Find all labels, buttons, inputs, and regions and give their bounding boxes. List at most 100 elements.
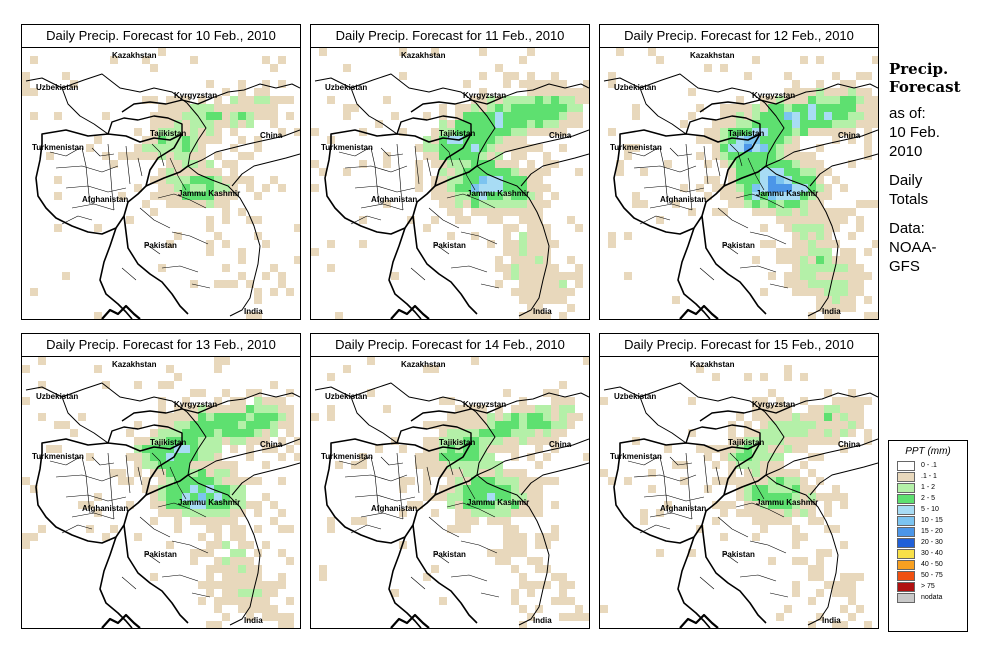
- precip-cell: [190, 493, 198, 501]
- precip-cell: [214, 232, 222, 240]
- boundaries: [25, 73, 300, 319]
- precip-cell: [238, 605, 246, 613]
- precip-cell: [527, 613, 535, 621]
- precip-cell: [471, 413, 479, 421]
- precip-cell: [728, 176, 736, 184]
- precip-cell: [519, 429, 527, 437]
- precip-cell: [816, 200, 824, 208]
- data-line1: Data:: [889, 220, 925, 237]
- precip-cell: [535, 80, 543, 88]
- precip-cell: [222, 581, 230, 589]
- legend-swatch: [897, 460, 915, 471]
- label-jammu-kashmir: Jammu Kashmir: [178, 498, 241, 507]
- precip-cell: [784, 120, 792, 128]
- precip-cell: [816, 421, 824, 429]
- precip-cell: [792, 485, 800, 493]
- precip-cell: [816, 304, 824, 312]
- precip-cell: [559, 144, 567, 152]
- precip-cell: [696, 152, 704, 160]
- label-jammu-kashmir: Jammu Kashmir: [756, 498, 819, 507]
- precip-cell: [792, 224, 800, 232]
- precip-cell: [527, 557, 535, 565]
- precip-cell: [254, 88, 262, 96]
- label-pakistan: Pakistan: [144, 241, 177, 250]
- precip-cell: [222, 557, 230, 565]
- precip-cell: [800, 88, 808, 96]
- precip-map: Kazakhstan Uzbekistan Kyrgyzstan Tajikistan…: [22, 357, 300, 628]
- precip-cell: [166, 200, 174, 208]
- precip-cell: [792, 493, 800, 501]
- precip-cell: [768, 184, 776, 192]
- precip-cell: [206, 413, 214, 421]
- precip-cell: [158, 453, 166, 461]
- precip-cell: [262, 80, 270, 88]
- precip-cell: [640, 517, 648, 525]
- precip-cell: [535, 605, 543, 613]
- precip-cell: [102, 533, 110, 541]
- precip-cell: [230, 421, 238, 429]
- precip-cell: [246, 96, 254, 104]
- precip-cell: [190, 389, 198, 397]
- coastline: [390, 613, 430, 628]
- precip-cell: [503, 128, 511, 136]
- legend-swatch: [897, 548, 915, 559]
- precip-cell: [784, 208, 792, 216]
- precip-cell: [800, 509, 808, 517]
- precip-cell: [246, 453, 254, 461]
- precip-cell: [447, 421, 455, 429]
- precip-cell: [479, 88, 487, 96]
- precip-cell: [840, 216, 848, 224]
- precip-cell: [559, 96, 567, 104]
- precip-cell: [110, 469, 118, 477]
- precip-cell: [824, 264, 832, 272]
- precip-cell: [696, 365, 704, 373]
- precip-cell: [198, 168, 206, 176]
- precip-cell: [808, 200, 816, 208]
- precip-cell: [343, 365, 351, 373]
- precip-cell: [535, 200, 543, 208]
- precip-cell: [431, 144, 439, 152]
- precip-cell: [230, 493, 238, 501]
- precip-cell: [752, 437, 760, 445]
- precip-cell: [367, 389, 375, 397]
- precip-cell: [832, 240, 840, 248]
- precip-cell: [736, 493, 744, 501]
- precip-cell: [519, 168, 527, 176]
- precip-cell: [158, 477, 166, 485]
- precip-cell: [728, 152, 736, 160]
- precip-cell: [190, 184, 198, 192]
- precip-cell: [311, 248, 319, 256]
- precip-cell: [166, 176, 174, 184]
- precip-cell: [487, 501, 495, 509]
- precip-cell: [471, 96, 479, 104]
- precip-cell: [254, 405, 262, 413]
- precip-cell: [511, 144, 519, 152]
- precip-cell: [254, 549, 262, 557]
- precip-cell: [776, 501, 784, 509]
- precip-cell: [278, 437, 286, 445]
- precip-cell: [840, 421, 848, 429]
- precip-cell: [535, 509, 543, 517]
- pakistan-border: [99, 165, 189, 319]
- precip-cell: [728, 453, 736, 461]
- precip-cell: [519, 256, 527, 264]
- precip-cell: [158, 501, 166, 509]
- precip-cell: [270, 397, 278, 405]
- precip-cell: [816, 429, 824, 437]
- precip-cell: [559, 613, 567, 621]
- precip-cell: [423, 445, 431, 453]
- precip-cell: [487, 200, 495, 208]
- precip-cell: [246, 541, 254, 549]
- precip-cell: [214, 280, 222, 288]
- precip-cell: [752, 405, 760, 413]
- precip-cell: [158, 184, 166, 192]
- precip-cell: [150, 493, 158, 501]
- precip-cell: [840, 541, 848, 549]
- precip-cell: [543, 389, 551, 397]
- precip-cell: [800, 208, 808, 216]
- precip-cell: [744, 501, 752, 509]
- precip-cell: [182, 397, 190, 405]
- precip-cell: [487, 445, 495, 453]
- precip-cell: [198, 152, 206, 160]
- boundaries: [603, 382, 878, 628]
